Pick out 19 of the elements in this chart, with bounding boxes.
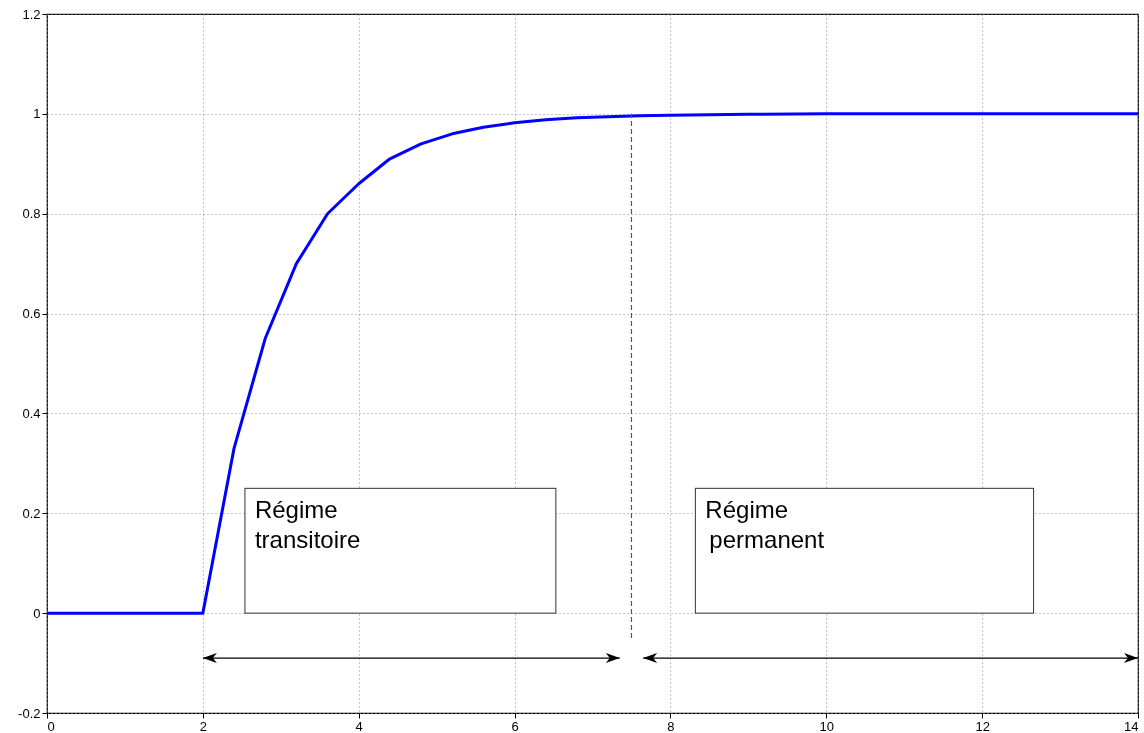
line-series <box>47 112 1138 615</box>
y-tick-label: 0.8 <box>22 206 41 222</box>
x-tick-label: 10 <box>819 718 835 733</box>
y-tick-label: 1.2 <box>22 6 41 22</box>
x-tick-label: 0 <box>47 718 55 733</box>
y-tick-label: 1 <box>33 106 41 122</box>
x-tick-label: 8 <box>667 718 675 733</box>
y-tick-label: 0.2 <box>22 505 41 521</box>
x-tick-label: 14 <box>1124 718 1139 733</box>
annotation: Régime permanent <box>705 496 825 554</box>
x-tick-label: 12 <box>975 718 990 733</box>
x-tick-label: 2 <box>199 718 207 733</box>
x-tick-label: 6 <box>511 718 519 733</box>
y-tick-label: 0 <box>33 605 41 621</box>
y-tick-label: 0.4 <box>22 405 41 421</box>
y-tick-label: 0.6 <box>22 306 41 322</box>
y-tick-label: -0.2 <box>18 705 41 721</box>
x-tick-label: 4 <box>355 718 363 733</box>
annotation: Régime transitoire <box>254 496 361 554</box>
